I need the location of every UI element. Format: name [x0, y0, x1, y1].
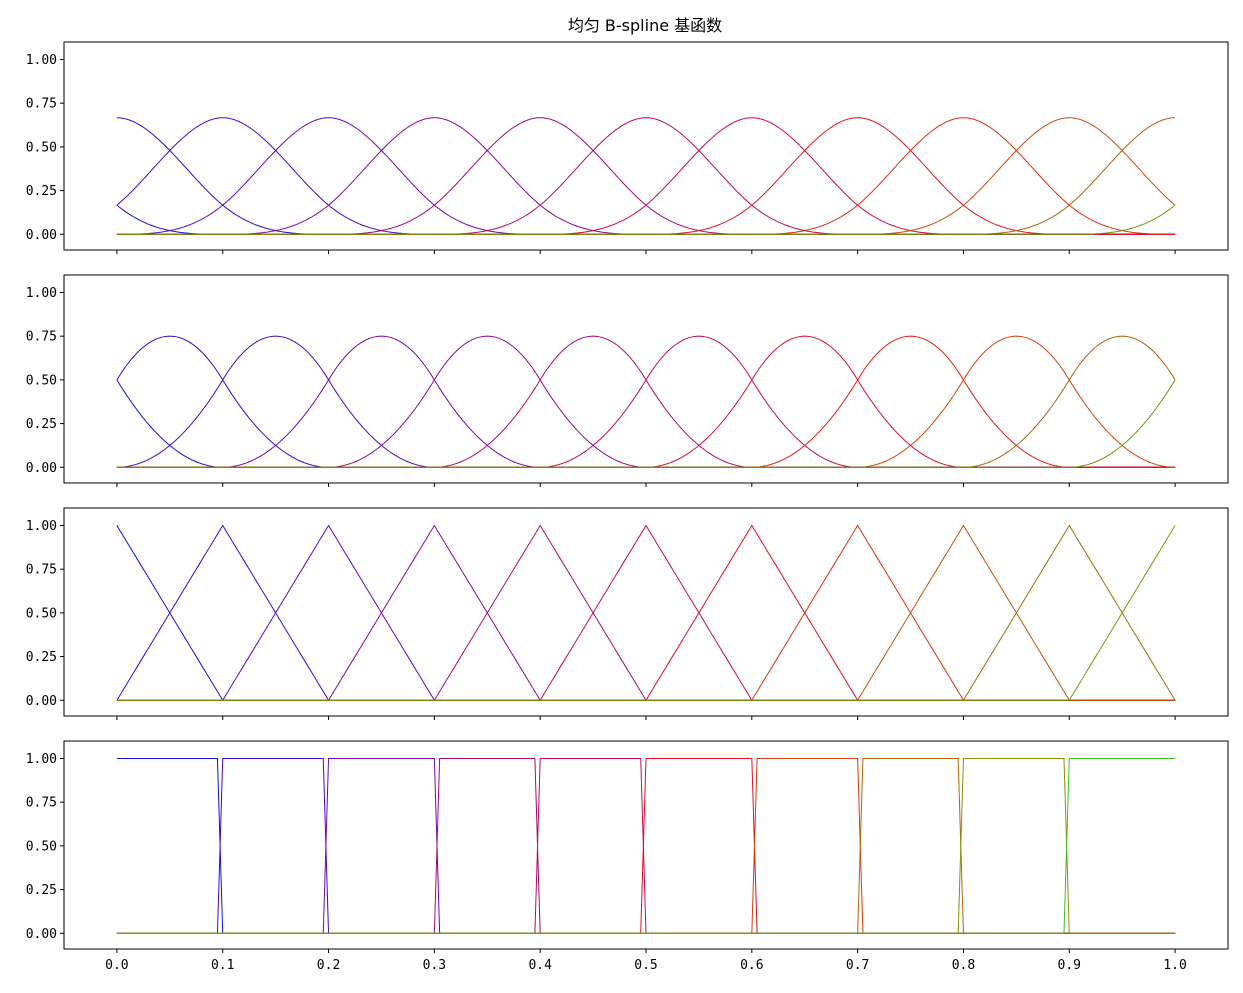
y-tick-label: 0.00: [26, 461, 57, 476]
basis-curve-9: [116, 757, 1176, 934]
basis-curve-11: [116, 379, 1176, 468]
x-tick-label: 0.2: [317, 958, 340, 973]
figure-title: 均匀 B-spline 基函数: [567, 16, 723, 35]
basis-curve-1: [116, 117, 1176, 235]
y-tick-label: 0.75: [26, 796, 57, 811]
basis-curve-6: [116, 117, 1176, 235]
subplot-3: 0.00 0.25 0.50 0.75 1.00: [26, 507, 1229, 720]
basis-curve-5: [116, 117, 1176, 235]
basis-curve-3: [116, 335, 1176, 468]
basis-curve-3: [116, 757, 1176, 934]
basis-curve-0: [116, 379, 1176, 468]
x-tick-label: 0.3: [423, 958, 446, 973]
basis-curve-3: [116, 117, 1176, 235]
basis-curve-1: [116, 757, 1176, 934]
x-tick-label: 0.7: [846, 958, 869, 973]
curve-group: [116, 117, 1176, 235]
basis-curve-7: [116, 335, 1176, 468]
subplot-2: 0.00 0.25 0.50 0.75 1.00: [26, 274, 1229, 487]
y-tick-label: 0.25: [26, 184, 57, 199]
basis-curve-0: [116, 204, 1176, 235]
x-tick-label: 0.9: [1058, 958, 1081, 973]
y-tick-label: 1.00: [26, 519, 57, 534]
basis-curve-2: [116, 757, 1176, 934]
subplot-4: 0.00 0.25 0.50 0.75 1.00 0.0 0.1 0.2 0.3 0.4 0.5 0.…: [26, 740, 1229, 973]
y-tick-label: 0.00: [26, 927, 57, 942]
y-tick-label: 0.25: [26, 883, 57, 898]
subplot-1: 0.00 0.25 0.50 0.75 1.00: [26, 41, 1229, 254]
y-tick-label: 0.00: [26, 694, 57, 709]
basis-curve-12: [116, 204, 1176, 235]
curve-group: [116, 757, 1176, 934]
basis-curve-1: [116, 335, 1176, 468]
basis-curve-11: [116, 117, 1176, 235]
basis-curve-0: [116, 757, 1176, 934]
x-tick-label: 0.8: [952, 958, 975, 973]
basis-curve-6: [116, 757, 1176, 934]
basis-curve-7: [116, 117, 1176, 235]
y-tick-label: 0.25: [26, 650, 57, 665]
y-tick-label: 1.00: [26, 286, 57, 301]
basis-curve-8: [116, 117, 1176, 235]
y-tick-label: 0.50: [26, 140, 57, 155]
basis-curve-9: [116, 117, 1176, 235]
x-tick-label: 0.1: [211, 958, 234, 973]
y-tick-label: 0.75: [26, 563, 57, 578]
basis-curve-2: [116, 117, 1176, 235]
basis-curve-2: [116, 335, 1176, 468]
basis-curve-10: [116, 525, 1176, 701]
y-tick-label: 1.00: [26, 752, 57, 767]
x-tick-label: 0.4: [528, 958, 552, 973]
y-tick-label: 0.50: [26, 606, 57, 621]
basis-curve-4: [116, 757, 1176, 934]
basis-curve-5: [116, 757, 1176, 934]
curve-group: [116, 524, 1176, 701]
y-tick-label: 0.00: [26, 228, 57, 243]
y-tick-label: 0.50: [26, 373, 57, 388]
y-tick-label: 0.50: [26, 839, 57, 854]
x-tick-label: 0.6: [740, 958, 763, 973]
y-tick-label: 0.75: [26, 97, 57, 112]
basis-curve-4: [116, 117, 1176, 235]
basis-curve-7: [116, 757, 1176, 934]
basis-curve-9: [116, 335, 1176, 468]
x-tick-label: 1.0: [1163, 958, 1186, 973]
basis-curve-8: [116, 757, 1176, 934]
basis-curve-10: [116, 117, 1176, 235]
basis-curve-5: [116, 335, 1176, 468]
y-tick-label: 0.25: [26, 417, 57, 432]
y-tick-label: 0.75: [26, 330, 57, 345]
y-tick-label: 1.00: [26, 53, 57, 68]
basis-curve-10: [116, 335, 1176, 468]
axes-frame: [63, 507, 1229, 717]
axes-frame: [63, 41, 1229, 251]
basis-curve-4: [116, 335, 1176, 468]
x-tick-label: 0.5: [634, 958, 657, 973]
curve-group: [116, 335, 1176, 468]
basis-curve-8: [116, 335, 1176, 468]
basis-curve-6: [116, 335, 1176, 468]
x-tick-label: 0.0: [105, 958, 128, 973]
